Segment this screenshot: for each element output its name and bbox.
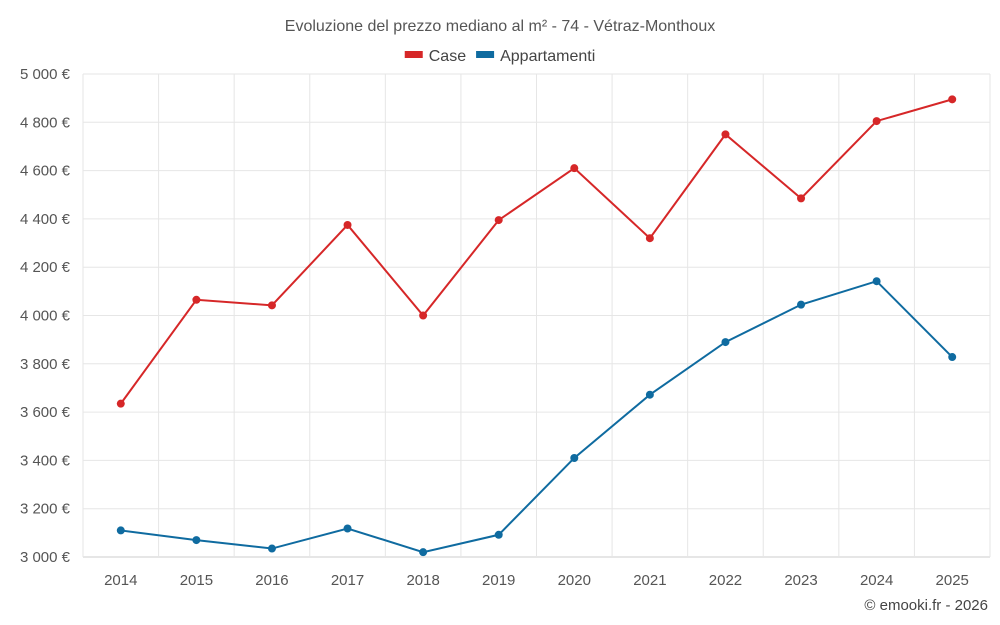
series-line-case [119, 98, 953, 405]
y-tick-label: 3 600 € [20, 404, 71, 421]
data-point-case[interactable] [872, 117, 881, 126]
x-tick-label: 2021 [633, 572, 666, 589]
series-group [116, 95, 957, 557]
legend-item-case[interactable]: Case [404, 48, 466, 65]
grid-lines [82, 73, 991, 558]
x-tick-label: 2016 [255, 572, 288, 589]
y-tick-label: 4 400 € [20, 211, 71, 228]
x-tick-label: 2025 [936, 572, 969, 589]
data-point-appartamenti[interactable] [570, 453, 579, 462]
data-point-appartamenti[interactable] [116, 526, 125, 535]
x-tick-label: 2023 [784, 572, 817, 589]
data-point-case[interactable] [570, 164, 579, 173]
x-axis: 2014 2015 2016 2017 2018 2019 2020 2021 2022 2023… [104, 572, 969, 589]
x-tick-label: 2015 [180, 572, 213, 589]
x-tick-label: 2014 [104, 572, 137, 589]
data-point-case[interactable] [419, 311, 428, 320]
data-point-case[interactable] [797, 194, 806, 203]
data-point-case[interactable] [192, 295, 201, 304]
y-axis: 3 000 € 3 200 € 3 400 € 3 600 € 3 800 € 4 000… [20, 66, 71, 566]
y-tick-label: 3 200 € [20, 501, 71, 518]
x-tick-label: 2019 [482, 572, 515, 589]
legend-swatch [404, 51, 423, 58]
legend-swatch [476, 51, 495, 58]
y-tick-label: 4 000 € [20, 308, 71, 325]
data-point-case[interactable] [116, 399, 125, 408]
data-point-appartamenti[interactable] [192, 536, 201, 545]
data-point-appartamenti[interactable] [343, 524, 352, 533]
data-point-appartamenti[interactable] [419, 548, 428, 557]
chart-title: Evoluzione del prezzo mediano al m² - 74… [285, 18, 715, 35]
y-tick-label: 3 000 € [20, 549, 71, 566]
y-tick-label: 3 400 € [20, 452, 71, 469]
y-tick-label: 4 200 € [20, 259, 71, 276]
series-line-appartamenti [120, 280, 953, 554]
data-point-appartamenti[interactable] [721, 338, 730, 347]
data-point-appartamenti[interactable] [267, 544, 276, 553]
data-point-case[interactable] [494, 216, 503, 225]
legend: Case Appartamenti [404, 48, 595, 65]
legend-label: Case [429, 48, 466, 65]
data-point-case[interactable] [343, 220, 352, 229]
x-tick-label: 2024 [860, 572, 893, 589]
data-point-appartamenti[interactable] [645, 390, 654, 399]
data-point-appartamenti[interactable] [494, 530, 503, 539]
y-tick-label: 4 800 € [20, 114, 71, 131]
x-tick-label: 2017 [331, 572, 364, 589]
x-tick-label: 2022 [709, 572, 742, 589]
y-tick-label: 5 000 € [20, 66, 71, 83]
x-tick-label: 2020 [558, 572, 591, 589]
data-point-case[interactable] [948, 95, 957, 104]
credit-text: © emooki.fr - 2026 [864, 597, 988, 614]
data-point-case[interactable] [267, 301, 276, 310]
data-point-appartamenti[interactable] [872, 277, 881, 286]
legend-label: Appartamenti [500, 48, 595, 65]
legend-item-appartamenti[interactable]: Appartamenti [476, 48, 595, 65]
y-tick-label: 3 800 € [20, 356, 71, 373]
data-point-appartamenti[interactable] [797, 300, 806, 309]
data-point-appartamenti[interactable] [948, 353, 957, 362]
data-point-case[interactable] [645, 234, 654, 243]
x-tick-label: 2018 [406, 572, 439, 589]
data-point-case[interactable] [721, 130, 730, 139]
y-tick-label: 4 600 € [20, 163, 71, 180]
